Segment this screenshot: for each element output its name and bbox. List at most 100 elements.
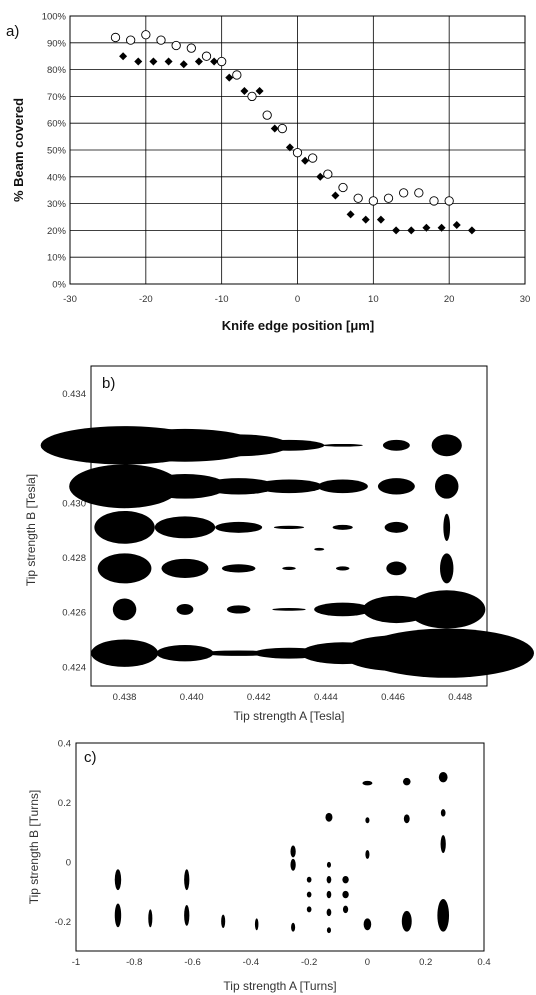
panel-a-open-circle-point [338, 182, 348, 193]
panel-c-y-axis-label: Tip strength B [Turns] [27, 790, 41, 905]
panel-a-diamond-point [240, 87, 249, 96]
panel-a-x-tick-label: -30 [63, 294, 77, 305]
panel-c-y-tick-labels: -0.2 0 0.2 0.4 [55, 739, 71, 928]
panel-a-open-circle-point [126, 35, 136, 45]
panel-c-x-tick-label: 0 [365, 957, 370, 968]
panel-a-y-tick-label: 60% [47, 119, 67, 130]
panel-c-ellipse-point [342, 890, 349, 899]
panel-c-ellipse-point [290, 858, 296, 871]
panel-a-open-circle-point [217, 56, 227, 67]
panel-a-x-axis-label: Knife edge position [μm] [222, 318, 374, 333]
panel-c-ellipse-point [326, 861, 331, 868]
panel-c-ellipse-point [184, 904, 190, 926]
panel-c-x-axis-label: Tip strength A [Turns] [223, 979, 336, 993]
panel-a-open-circle-point [444, 196, 454, 206]
panel-c-y-tick-label: 0.4 [58, 739, 71, 750]
panel-a-diamond-point [316, 172, 325, 181]
panel-b-y-tick-label: 0.430 [62, 498, 86, 509]
panel-b-x-tick-label: 0.442 [247, 692, 271, 703]
panel-c-ellipse-point [290, 845, 296, 858]
panel-b-x-tick-label: 0.444 [314, 692, 338, 703]
panel-c-label: c) [84, 749, 97, 766]
panel-b-ellipse-point [386, 561, 407, 576]
panel-b-ellipse-point [176, 603, 194, 615]
panel-c-x-tick-label: 0.4 [477, 957, 490, 968]
panel-c-ellipse-point [365, 817, 370, 824]
panel-a-y-tick-label: 40% [47, 172, 67, 183]
panel-c-x-tick-label: -0.6 [184, 957, 200, 968]
panel-c-ellipse-point [114, 903, 122, 928]
panel-a-diamond-point [331, 191, 340, 200]
panel-b-ellipse-point [154, 516, 216, 539]
panel-b-x-tick-labels: 0.438 0.440 0.442 0.444 0.446 0.448 [113, 692, 472, 703]
panel-c-markers [114, 771, 450, 934]
panel-a-y-tick-label: 10% [47, 253, 67, 264]
panel-b-ellipse-point [408, 590, 486, 629]
panel-c-y-tick-label: -0.2 [55, 917, 71, 928]
panel-b-ellipse-point [161, 558, 209, 578]
panel-a-y-axis-label: % Beam covered [11, 98, 26, 202]
panel-b-ellipse-point [377, 478, 415, 495]
panel-c-ellipse-point [306, 891, 312, 898]
panel-a-diamond-point [149, 57, 158, 66]
panel-a-diamond-point [179, 60, 188, 69]
panel-c-ellipse-point [440, 809, 446, 817]
panel-b-ellipse-point [443, 513, 451, 542]
panel-a-diamond-point [361, 215, 370, 224]
panel-a-open-circle-point [262, 110, 272, 120]
panel-c-ellipse-point [291, 922, 296, 932]
panel-b-y-tick-label: 0.424 [62, 662, 86, 673]
panel-c-ellipse-point [306, 876, 312, 883]
panel-b-ellipse-point [431, 434, 462, 457]
panel-c-ellipse-point [326, 908, 332, 917]
panel-a-open-circle-point [277, 123, 287, 134]
panel-c-x-tick-label: -0.2 [301, 957, 317, 968]
panel-a-diamond-point [346, 210, 355, 219]
panel-a-diamond-point [437, 223, 446, 232]
panel-a-x-tick-label: 10 [368, 294, 379, 305]
panel-c-ellipse-point [402, 777, 411, 786]
panel-c-ellipse-point [254, 918, 259, 931]
panel-a-open-circle-point [414, 188, 424, 198]
panel-c-ellipse-point [342, 905, 349, 914]
panel-b-ellipse-point [97, 553, 152, 584]
panel-a-y-tick-label: 0% [52, 280, 66, 291]
panel-b-ellipse-point [384, 521, 409, 533]
panel-c-ellipse-point [403, 814, 410, 824]
panel-a-open-circle-point [110, 32, 121, 43]
panel-b-x-axis-label: Tip strength A [Tesla] [234, 709, 345, 723]
panel-b-ellipse-point [272, 608, 306, 611]
panel-a-y-tick-label: 90% [47, 38, 67, 49]
panel-a-diamond-point [407, 226, 416, 235]
panel-b-ellipse-point [314, 602, 372, 617]
panel-a-open-circle-point [201, 51, 212, 61]
panel-b-ellipse-point [143, 474, 227, 499]
panel-c-plot-area [75, 742, 485, 952]
panel-c-x-tick-label: -0.4 [243, 957, 259, 968]
panel-a-open-circle-point [368, 196, 378, 206]
panel-a-diamond-point [452, 221, 461, 230]
panel-b-markers [40, 426, 534, 678]
panel-b-ellipse-point [440, 553, 454, 584]
panel-a-diamond-point [392, 226, 401, 235]
panel-a-open-circle-point [292, 148, 303, 158]
panel-b-ellipse-point [69, 464, 180, 509]
panel-c-x-tick-label: 0.2 [419, 957, 432, 968]
panel-a-label: a) [6, 23, 19, 40]
panel-a-diamond-point [194, 57, 203, 66]
panel-b-ellipse-point [332, 524, 353, 530]
panel-b-ellipse-point [221, 564, 256, 573]
panel-a-open-circle-point [247, 91, 257, 102]
panel-c-ellipse-point [363, 918, 372, 931]
panel-a-open-circle-point [323, 169, 333, 179]
panel-b-ellipse-point [434, 474, 459, 499]
panel-b-ellipse-point [382, 439, 410, 451]
panel-a-open-circle-point [141, 30, 151, 40]
panel-b-ellipse-point [322, 443, 363, 447]
panel-a-diamond-point [422, 223, 431, 232]
panel-b-ellipse-point [201, 478, 276, 495]
panel-a-x-tick-label: 0 [295, 294, 300, 305]
panel-b-ellipse-point [156, 644, 214, 662]
panel-b-x-tick-label: 0.440 [180, 692, 204, 703]
